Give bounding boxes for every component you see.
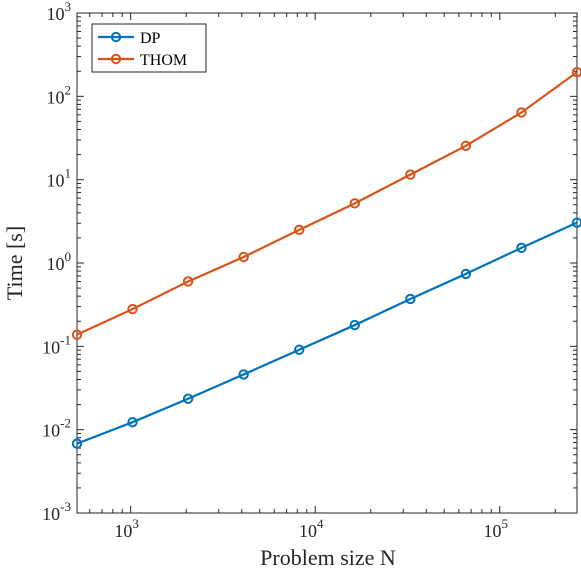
- data-point: [349, 319, 360, 331]
- y-tick-label: 103: [47, 0, 72, 24]
- x-tick-label: 103: [114, 516, 139, 541]
- data-point: [460, 140, 472, 151]
- axis-ticks: [77, 12, 577, 514]
- y-tick-label: 102: [47, 82, 72, 107]
- data-point: [71, 438, 83, 449]
- data-point: [571, 217, 581, 228]
- y-tick-label: 10-2: [42, 416, 71, 441]
- legend-items: DP THOM: [98, 30, 187, 69]
- data-point: [405, 293, 416, 305]
- x-tick-label: 104: [299, 516, 324, 541]
- plot-area: [76, 12, 578, 514]
- data-point: [294, 344, 305, 355]
- legend-label: DP: [140, 30, 161, 47]
- series-line: [76, 221, 578, 445]
- legend-swatch-marker: [110, 53, 122, 65]
- legend-item-thom: THOM: [98, 52, 187, 69]
- data-point: [405, 169, 416, 180]
- legend-swatch-marker: [110, 31, 122, 43]
- plot-frame: [76, 12, 578, 514]
- legend: DP THOM: [91, 23, 207, 73]
- data-point: [182, 276, 194, 287]
- data-point: [238, 369, 249, 380]
- data-point: [182, 393, 194, 404]
- y-tick-label: 10-3: [42, 499, 71, 524]
- data-point: [294, 224, 305, 236]
- data-point: [460, 268, 472, 280]
- x-axis-label: Problem size N: [260, 545, 396, 570]
- data-point: [71, 329, 83, 340]
- legend-label: THOM: [140, 52, 187, 69]
- x-tick-label: 105: [484, 516, 509, 541]
- series-thom: [71, 66, 581, 340]
- data-point: [571, 66, 581, 78]
- tick-labels: 103 104 105 10-3 10-2 10-1 100 101 102 103: [42, 0, 508, 541]
- y-axis-label: Time [s]: [2, 226, 27, 300]
- data-point: [238, 251, 249, 263]
- data-point: [516, 107, 527, 118]
- legend-box: [91, 23, 207, 73]
- y-tick-label: 101: [47, 166, 72, 191]
- data-point: [349, 198, 360, 209]
- data-point: [127, 303, 138, 315]
- series-line: [76, 71, 578, 336]
- data-point: [127, 416, 138, 428]
- series-dp: [71, 217, 581, 449]
- y-tick-label: 10-1: [42, 332, 71, 357]
- data-point: [516, 242, 527, 254]
- series-layer: [71, 66, 581, 449]
- legend-item-dp: DP: [98, 30, 161, 47]
- y-tick-label: 100: [47, 249, 72, 274]
